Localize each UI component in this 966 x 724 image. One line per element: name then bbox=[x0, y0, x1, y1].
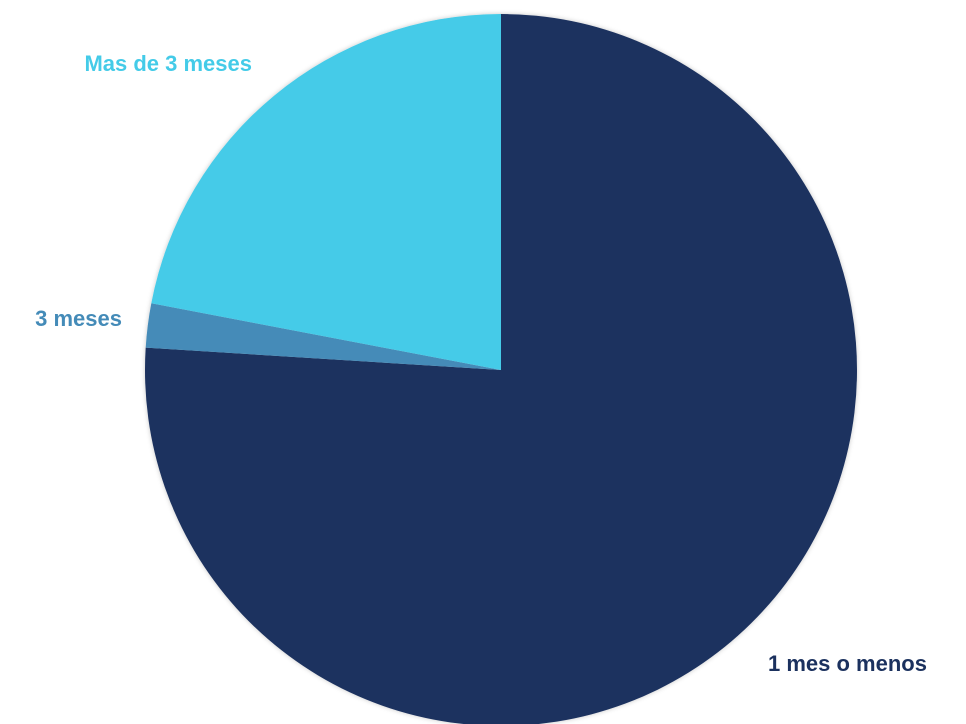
pie-slice-mas-de-3-meses bbox=[151, 14, 501, 370]
pie-labels: 1 mes o menos 3 meses Mas de 3 meses bbox=[35, 51, 927, 676]
pie-slice-3-meses bbox=[145, 303, 501, 370]
slice-label-mas-de-3-meses: Mas de 3 meses bbox=[84, 51, 252, 76]
slice-label-3-meses: 3 meses bbox=[35, 306, 122, 331]
slice-label-1-mes-o-menos: 1 mes o menos bbox=[768, 651, 927, 676]
pie-slices bbox=[145, 14, 857, 724]
pie-slice-1-mes-o-menos bbox=[145, 14, 857, 724]
